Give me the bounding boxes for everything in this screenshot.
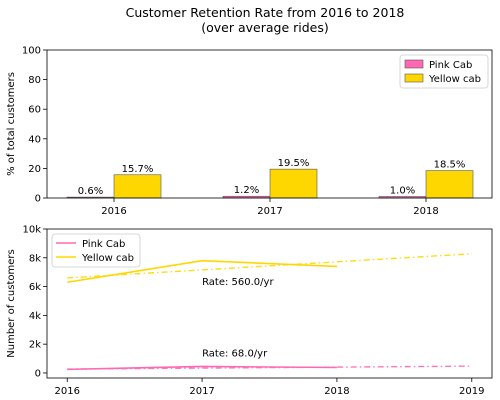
bar-yellow-cab: [113, 174, 162, 199]
bar-axes-frame: [46, 49, 493, 199]
bar-y-axis-label: % of total customers: [6, 72, 17, 176]
line-x-tick-label: 2016: [55, 386, 80, 397]
bar-data-label: 0.6%: [78, 186, 103, 197]
line-legend-label: Yellow cab: [81, 253, 134, 264]
bar-y-tick-label: 40: [28, 134, 41, 145]
line-x-tick-label: 2019: [459, 386, 484, 397]
bar-data-label: 1.2%: [234, 185, 259, 196]
bar-data-label: 19.5%: [278, 158, 310, 169]
bar-data-label: 1.0%: [390, 186, 415, 197]
line-legend-label: Pink Cab: [82, 239, 125, 250]
line-x-tick-label: 2017: [189, 386, 214, 397]
line-y-tick-label: 6k: [29, 282, 41, 293]
bar-legend-swatch: [404, 59, 424, 69]
line-y-tick-label: 10k: [22, 225, 41, 236]
bar-y-tick-label: 0: [35, 194, 41, 205]
bar-legend-label: Pink Cab: [429, 60, 472, 71]
rate-annotation: Rate: 68.0/yr: [202, 348, 268, 359]
line-x-tick-label: 2018: [324, 386, 349, 397]
yellow-cab-line: [67, 259, 337, 284]
bar-yellow-cab: [269, 168, 318, 199]
pink-cab-line: [67, 365, 337, 371]
bar-data-label: 15.7%: [122, 164, 154, 175]
line-y-axis-label: Number of customers: [6, 249, 17, 357]
bar-x-tick-label: 2016: [101, 206, 126, 217]
bar-legend-swatch: [404, 73, 424, 83]
line-y-tick-label: 8k: [29, 253, 41, 264]
line-y-tick-label: 2k: [29, 340, 41, 351]
yellow-cab-trend-line: [67, 253, 472, 279]
bar-x-tick-label: 2017: [257, 206, 282, 217]
line-axes-frame: [46, 228, 493, 379]
line-y-tick-label: 0: [35, 368, 41, 379]
bar-y-tick-label: 100: [22, 46, 41, 57]
bar-x-tick-label: 2018: [413, 206, 438, 217]
bar-y-tick-label: 80: [28, 75, 41, 86]
bar-data-label: 18.5%: [434, 160, 466, 171]
bar-y-tick-label: 20: [28, 164, 41, 175]
bar-legend-label: Yellow cab: [428, 74, 481, 85]
bar-yellow-cab: [425, 170, 474, 199]
figure-title-line2: (over average rides): [201, 20, 329, 35]
bar-y-tick-label: 60: [28, 105, 41, 116]
line-y-tick-label: 4k: [29, 311, 41, 322]
rate-annotation: Rate: 560.0/yr: [202, 277, 274, 288]
figure-title-line1: Customer Retention Rate from 2016 to 201…: [125, 5, 405, 20]
